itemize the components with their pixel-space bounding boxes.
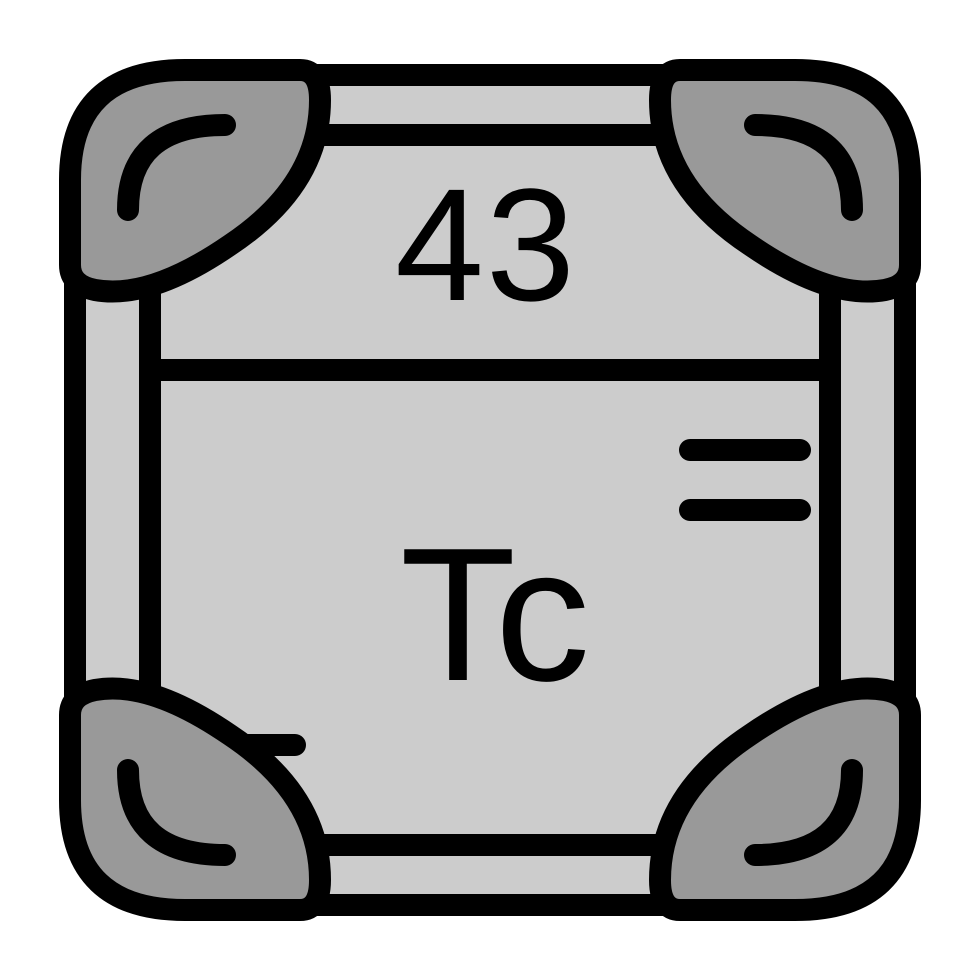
periodic-element-tile: 43 Tc (0, 0, 980, 980)
element-symbol: Tc (400, 520, 590, 710)
atomic-number: 43 (395, 165, 577, 325)
tile-graphic (0, 0, 980, 980)
